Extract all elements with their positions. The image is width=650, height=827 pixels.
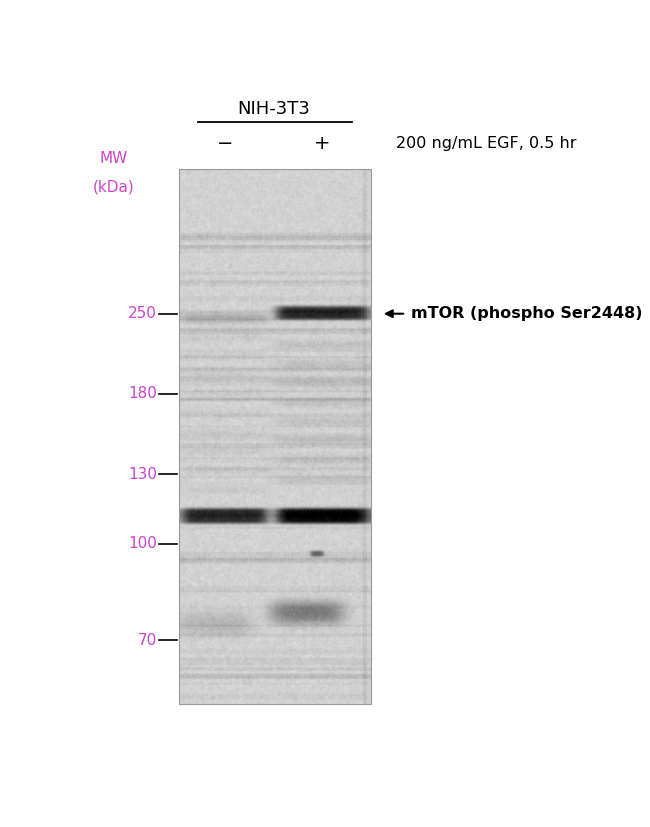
Text: mTOR (phospho Ser2448): mTOR (phospho Ser2448) [411,306,643,321]
Text: 250: 250 [128,306,157,321]
Text: 130: 130 [128,466,157,481]
Text: +: + [314,134,330,153]
Text: (kDa): (kDa) [93,179,135,195]
Text: 70: 70 [138,633,157,648]
Text: 100: 100 [128,536,157,552]
Text: MW: MW [100,151,128,166]
Text: 200 ng/mL EGF, 0.5 hr: 200 ng/mL EGF, 0.5 hr [396,136,577,151]
Text: 180: 180 [128,386,157,401]
Bar [179,170,371,705]
Text: NIH-3T3: NIH-3T3 [237,100,310,118]
Text: −: − [217,134,233,153]
